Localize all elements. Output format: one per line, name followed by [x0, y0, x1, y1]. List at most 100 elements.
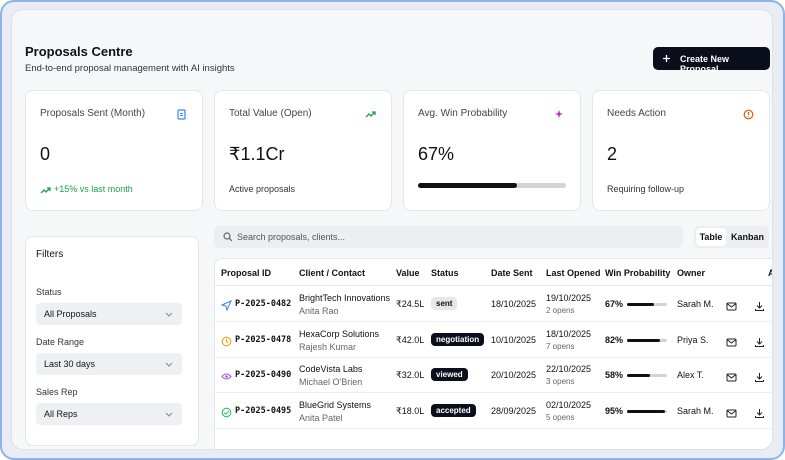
icon-glyph: [177, 109, 186, 120]
proposal-id: P-2025-0478: [235, 334, 292, 345]
search-placeholder: Search proposals, clients...: [237, 232, 346, 242]
filter-select[interactable]: Last 30 days: [36, 353, 182, 375]
stat-icon: [176, 107, 187, 125]
download-button[interactable]: [754, 299, 765, 317]
stat-label: Total Value (Open): [229, 108, 312, 119]
win-bar: [627, 338, 660, 342]
status-icon: [221, 334, 232, 352]
column-header: Value: [396, 268, 420, 278]
open-count: 3 opens: [546, 377, 575, 386]
stat-note: Requiring follow-up: [607, 184, 685, 194]
open-count: 2 opens: [546, 306, 575, 315]
column-header: Client / Contact: [299, 268, 366, 278]
status-badge: viewed: [431, 368, 468, 381]
proposal-value: ₹42.0L: [396, 334, 425, 345]
filters-title: Filters: [36, 249, 64, 260]
client-name: HexaCorp Solutions: [299, 328, 380, 339]
column-header: Date Sent: [491, 268, 533, 278]
search-box[interactable]: Search proposals, clients...: [214, 226, 683, 248]
stat-icon: [554, 107, 565, 125]
progress-bar: [418, 183, 518, 188]
stat-value: 2: [607, 144, 618, 164]
table-row[interactable]: P-2025-0495 BlueGrid Systems Anita Patel ₹1…: [215, 394, 772, 429]
win-label: 82%: [605, 334, 624, 345]
icon-glyph: [743, 109, 754, 120]
email-button[interactable]: [726, 335, 737, 353]
column-header: Status: [431, 268, 459, 278]
view-tabs: Table Kanban: [694, 226, 769, 248]
status-icon: [220, 298, 232, 316]
chevron: [164, 360, 175, 373]
stat-label: Proposals Sent (Month): [40, 108, 146, 119]
win-track: [627, 303, 667, 306]
proposal-id: P-2025-0482: [235, 299, 292, 309]
table-row[interactable]: P-2025-0478 HexaCorp Solutions Rajesh Kuma…: [215, 323, 772, 358]
owner: Alex T.: [677, 370, 704, 380]
table-row[interactable]: P-2025-0490 CodeVista Labs Michael O'Brien…: [215, 358, 772, 393]
table-row[interactable]: P-2025-0482 BrightTech Innovations Anita R…: [215, 287, 772, 322]
email-button[interactable]: [726, 370, 737, 388]
date-sent: 28/09/2025: [491, 405, 537, 416]
chevron: [164, 310, 175, 323]
client-name: BrightTech Innovations: [299, 293, 391, 303]
win-track: [627, 338, 667, 342]
icon-glyph: [555, 110, 563, 118]
last-opened: 22/10/2025: [546, 364, 592, 374]
filter-select[interactable]: All Reps: [36, 403, 182, 425]
proposal-value: ₹32.0L: [396, 370, 425, 380]
status-badge: negotiation: [431, 332, 485, 346]
filter-value: All Reps: [44, 409, 78, 419]
email-button[interactable]: [726, 299, 737, 317]
download-button[interactable]: [754, 406, 765, 424]
contact-name: Michael O'Brien: [299, 377, 363, 387]
tab[interactable]: Kanban: [731, 232, 765, 242]
stat-icon: [365, 107, 376, 125]
owner: Sarah M.: [677, 299, 714, 309]
icon-glyph: [221, 407, 232, 417]
stat-card: Proposals Sent (Month) 0 +15% vs last mont…: [25, 90, 203, 211]
icon-glyph: [755, 408, 764, 418]
progress-track: [418, 183, 566, 188]
plus-icon: [663, 55, 670, 62]
download-button[interactable]: [754, 335, 765, 353]
icon-glyph: [165, 412, 173, 417]
proposal-id: P-2025-0490: [235, 370, 292, 380]
win-bar: [627, 374, 651, 377]
icon-glyph: [726, 409, 737, 417]
column-header: Win Probability: [605, 268, 671, 278]
table: Proposal ID Client / Contact Value Status Da…: [214, 258, 772, 449]
stat-value: ₹1.1Cr: [229, 144, 285, 164]
icon-glyph: [221, 373, 232, 380]
client-name: BlueGrid Systems: [299, 399, 372, 410]
icon-glyph: [220, 300, 232, 312]
open-count: 5 opens: [546, 412, 575, 422]
status-icon: [221, 369, 232, 387]
tab[interactable]: Table: [696, 228, 726, 246]
button-label: Create New Proposal: [680, 54, 730, 74]
download-button[interactable]: [754, 370, 765, 388]
win-bar: [627, 303, 654, 306]
create-button[interactable]: Create New Proposal: [653, 47, 770, 74]
contact-name: Anita Rao: [299, 306, 339, 316]
filter-label: Sales Rep: [36, 387, 78, 397]
column-header: Actions: [768, 268, 772, 278]
stat-note: Active proposals: [229, 184, 296, 194]
stat-icon: [743, 107, 754, 125]
date-sent: 20/10/2025: [491, 370, 537, 380]
page-subtitle: End-to-end proposal management with AI i…: [25, 63, 235, 74]
stat-label: Avg. Win Probability: [418, 108, 508, 119]
filter-value: All Proposals: [44, 309, 97, 319]
trend-icon: [40, 183, 51, 201]
proposal-id: P-2025-0495: [235, 405, 292, 416]
owner: Sarah M.: [677, 405, 714, 416]
proposal-value: ₹18.0L: [396, 405, 425, 416]
stat-card: Needs Action 2 Requiring follow-up: [592, 90, 770, 211]
chevron: [164, 410, 175, 423]
filter-select[interactable]: All Proposals: [36, 303, 182, 325]
email-button[interactable]: [726, 406, 737, 424]
search-icon: [223, 232, 233, 242]
last-opened: 18/10/2025: [546, 328, 592, 339]
open-count: 7 opens: [546, 341, 575, 351]
stat-card: Avg. Win Probability 67%: [403, 90, 581, 211]
